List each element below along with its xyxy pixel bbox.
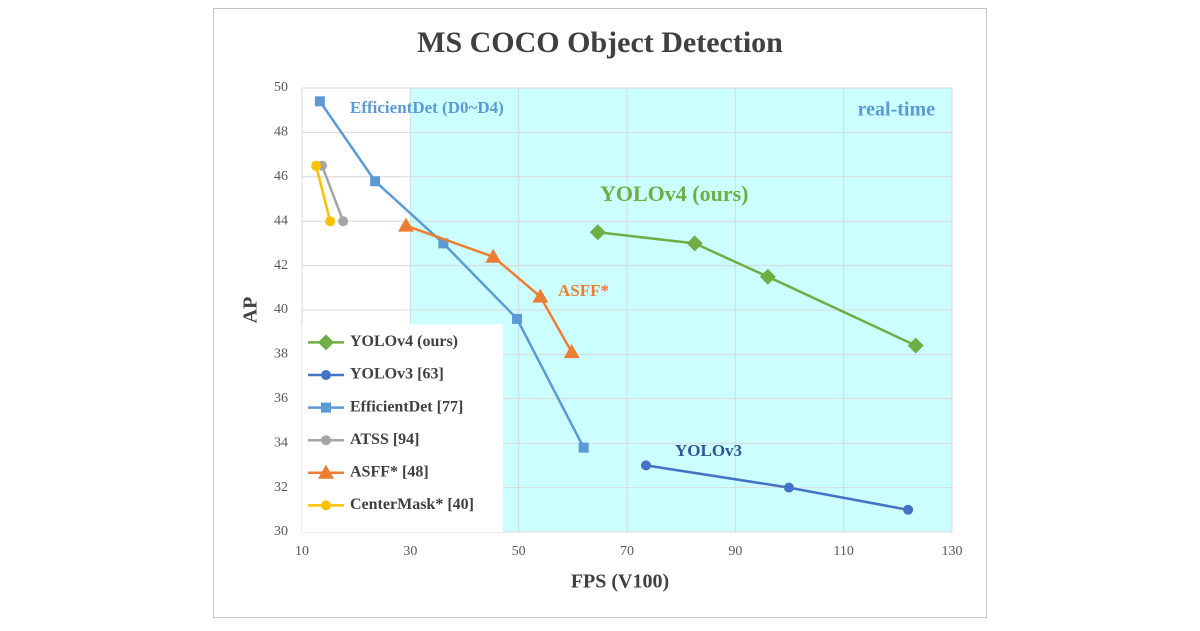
y-tick-label: 48 <box>274 125 288 140</box>
y-tick-label: 38 <box>274 347 288 362</box>
marker <box>318 334 334 351</box>
x-tick-label: 30 <box>403 544 417 559</box>
annotation: YOLOv3 <box>675 441 742 460</box>
y-tick-label: 44 <box>274 213 288 228</box>
marker <box>311 160 322 171</box>
marker <box>903 504 914 515</box>
marker <box>321 435 331 446</box>
legend-box <box>302 324 503 532</box>
marker <box>321 402 331 413</box>
y-axis-label: AP <box>240 297 262 324</box>
marker <box>338 216 349 227</box>
annotation: ASFF* <box>558 281 609 300</box>
marker <box>325 216 336 227</box>
x-tick-label: 10 <box>295 544 309 559</box>
marker <box>314 96 325 107</box>
series-group <box>311 96 924 515</box>
legend-label: ATSS [94] <box>350 431 420 448</box>
marker <box>589 224 606 241</box>
marker <box>759 268 776 285</box>
marker <box>398 217 414 232</box>
marker <box>321 500 331 511</box>
marker <box>438 238 449 249</box>
marker <box>563 344 580 359</box>
marker <box>321 370 331 380</box>
y-tick-label: 46 <box>274 169 288 184</box>
marker <box>686 235 703 252</box>
annotation: EfficientDet (D0~D4) <box>350 98 504 117</box>
y-tick-label: 36 <box>274 391 288 406</box>
marker <box>532 288 549 303</box>
marker <box>485 248 502 263</box>
x-tick-label: 50 <box>512 544 526 559</box>
x-tick-label: 90 <box>728 544 742 559</box>
y-tick-label: 34 <box>274 435 288 450</box>
series-line <box>314 165 332 222</box>
x-tick-label: 70 <box>620 544 634 559</box>
legend: YOLOv4 (ours) YOLOv3 [63] EfficientDet [77… <box>302 324 503 532</box>
marker <box>783 482 794 493</box>
marker <box>370 176 381 187</box>
legend-label: YOLOv4 (ours) <box>350 333 458 350</box>
chart-title: MS COCO Object Detection <box>417 26 783 59</box>
labels: 30 32 34 36 38 40 42 44 46 48 50 10 30 50 70 90 110 130 Ef… <box>274 80 963 559</box>
legend-label: EfficientDet [77] <box>350 398 463 415</box>
marker <box>578 442 589 453</box>
marker <box>907 337 924 354</box>
marker <box>640 460 651 471</box>
y-tick-label: 40 <box>274 302 288 317</box>
y-tick-label: 42 <box>274 258 288 273</box>
y-tick-label: 50 <box>274 80 288 95</box>
x-axis-label: FPS (V100) <box>571 571 669 593</box>
legend-label: CenterMask* [40] <box>350 496 474 513</box>
series-line <box>405 224 573 353</box>
x-tick-label: 110 <box>833 544 853 559</box>
x-tick-label: 130 <box>942 544 963 559</box>
y-tick-label: 32 <box>274 480 288 495</box>
grid <box>301 87 953 533</box>
annotation: YOLOv4 (ours) <box>600 181 749 206</box>
legend-label: ASFF* [48] <box>350 463 429 480</box>
legend-label: YOLOv3 [63] <box>350 366 444 383</box>
series-line <box>597 231 917 347</box>
y-tick-label: 30 <box>274 524 288 539</box>
series-line <box>320 165 345 222</box>
marker <box>318 464 334 479</box>
annotation: real-time <box>858 99 935 121</box>
marker <box>512 313 523 324</box>
